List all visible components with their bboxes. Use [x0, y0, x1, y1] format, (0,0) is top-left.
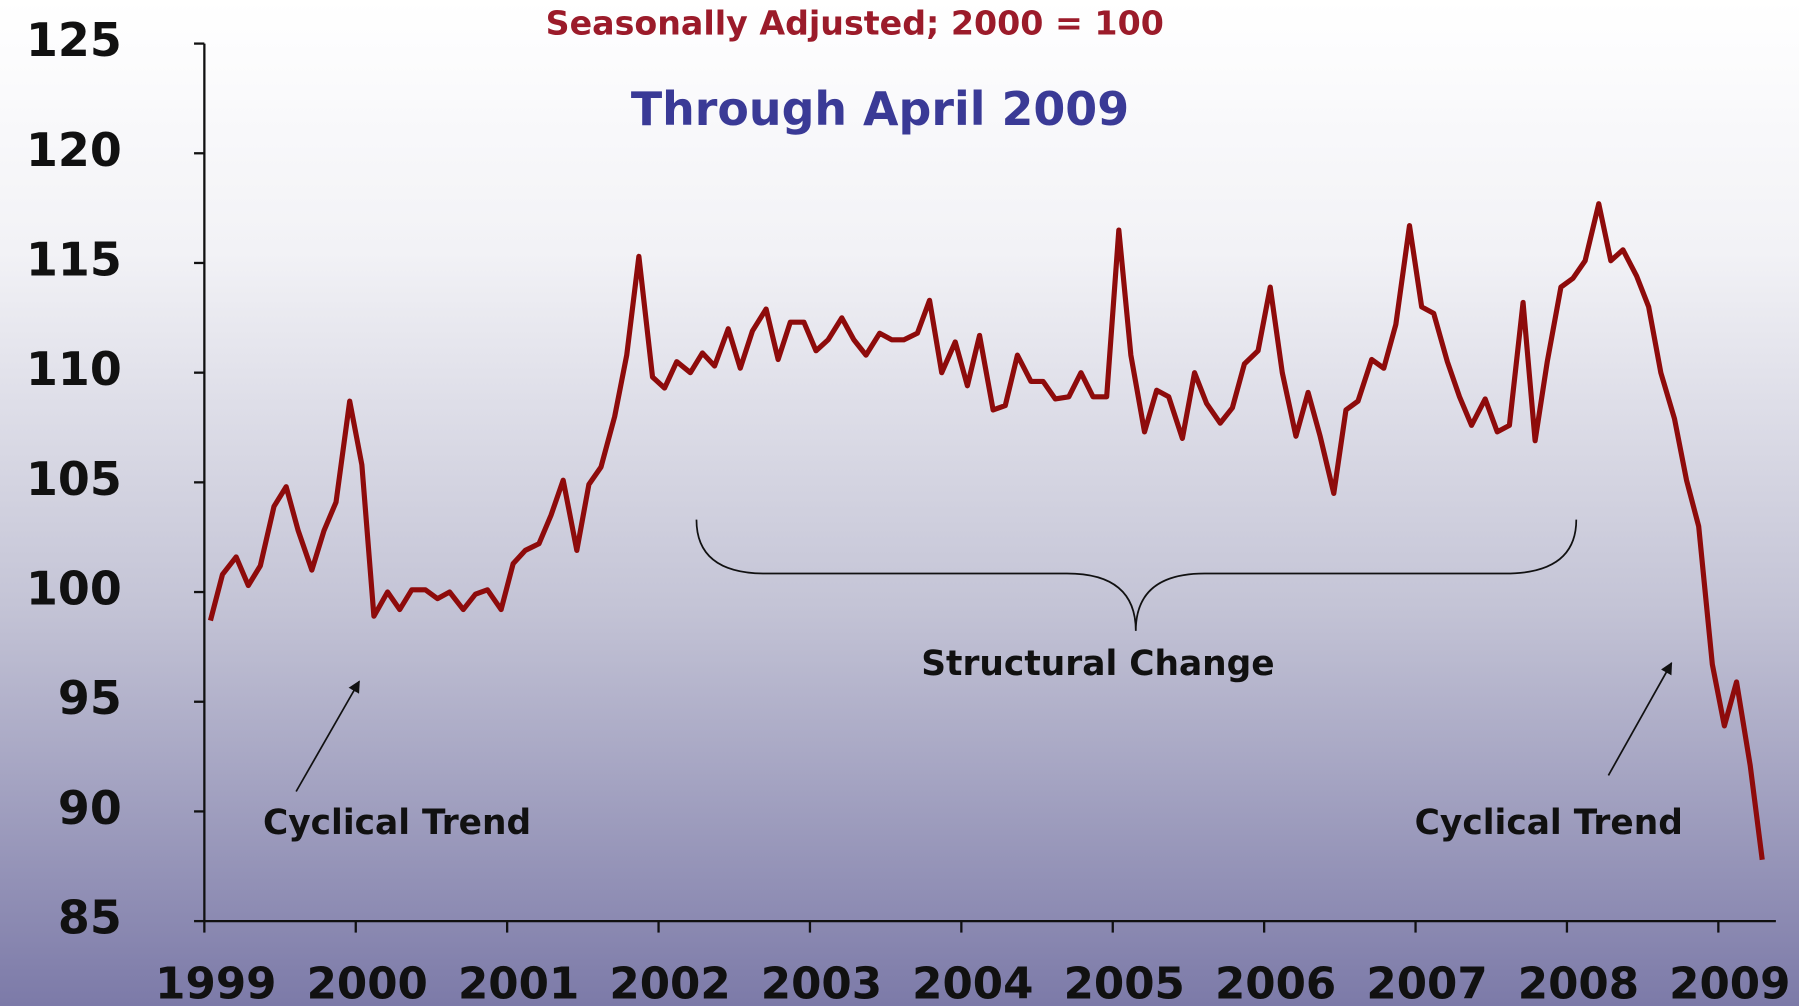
brace [695, 519, 1578, 631]
x-tick-label: 2003 [761, 959, 882, 1006]
x-tick-label: 2000 [307, 959, 428, 1006]
x-tick-label: 2008 [1518, 959, 1639, 1006]
annotation: Structural Change [921, 644, 1274, 684]
x-tick-label: 2009 [1669, 959, 1790, 1006]
arrow [1607, 661, 1673, 776]
y-tick-label: 100 [26, 562, 122, 616]
x-tick-label: 2004 [912, 959, 1033, 1006]
chart-subtitle: Seasonally Adjusted; 2000 = 100 [546, 4, 1164, 43]
y-tick-label: 85 [58, 891, 122, 945]
data-line [207, 201, 1765, 861]
chart-title: Through April 2009 [631, 82, 1129, 136]
y-tick-label: 115 [26, 232, 122, 286]
y-tick-label: 125 [26, 13, 122, 67]
y-tick-label: 120 [26, 123, 122, 177]
x-tick-label: 2001 [458, 959, 579, 1006]
y-tick-label: 110 [26, 342, 122, 396]
y-tick-label: 95 [58, 671, 122, 725]
y-tick-label: 105 [26, 452, 122, 506]
arrow [295, 680, 360, 792]
x-tick-label: 1999 [155, 959, 276, 1006]
annotation: Cyclical Trend [263, 803, 531, 843]
x-tick-label: 2007 [1366, 959, 1487, 1006]
annotation: Cyclical Trend [1415, 803, 1683, 843]
x-tick-label: 2005 [1064, 959, 1185, 1006]
y-tick-label: 90 [58, 781, 122, 835]
x-tick-label: 2002 [609, 959, 730, 1006]
x-tick-label: 2006 [1215, 959, 1336, 1006]
